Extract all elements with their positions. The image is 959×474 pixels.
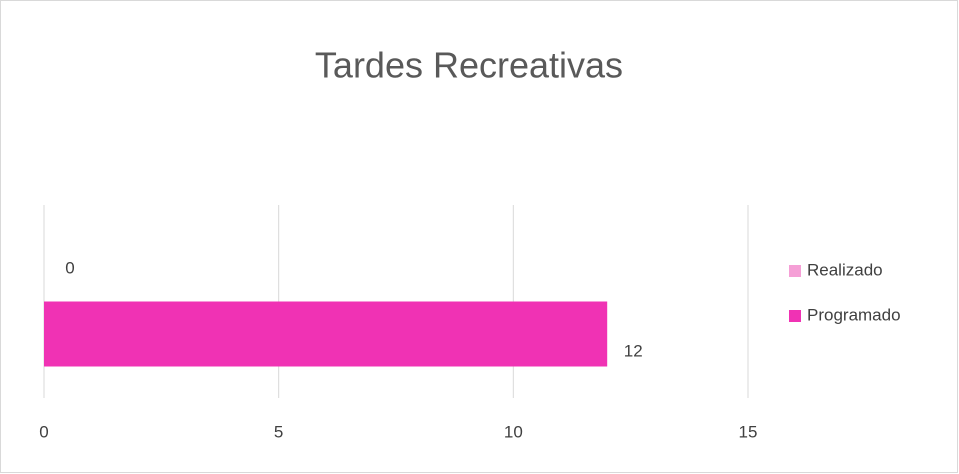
- data-label: 12: [624, 341, 643, 360]
- data-label: 0: [65, 258, 74, 277]
- x-tick-label: 15: [739, 422, 758, 441]
- legend-swatch: [789, 265, 801, 277]
- x-tick-label: 0: [39, 422, 48, 441]
- x-tick-label: 5: [274, 422, 283, 441]
- legend-swatch: [789, 310, 801, 322]
- legend-label: Realizado: [807, 260, 883, 279]
- legend-label: Programado: [807, 305, 901, 324]
- x-tick-label: 10: [504, 422, 523, 441]
- bar: [44, 301, 608, 367]
- chart-title: Tardes Recreativas: [315, 45, 623, 86]
